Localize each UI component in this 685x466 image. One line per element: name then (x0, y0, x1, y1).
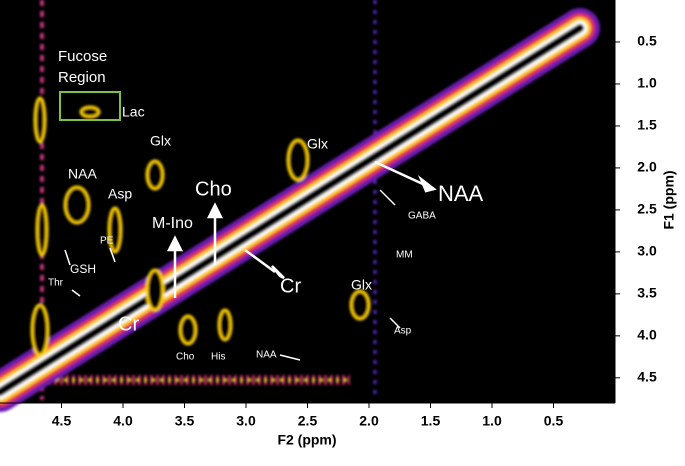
y-tick-label: 3.0 (637, 243, 657, 259)
y-tick-label: 2.5 (637, 201, 657, 217)
x-tick-label: 4.0 (113, 413, 133, 429)
annotation: PE (100, 236, 114, 247)
y-tick-label: 4.5 (637, 369, 657, 385)
annotation: Asp (108, 186, 132, 202)
y-tick-label: 1.0 (637, 75, 657, 91)
y-tick-label: 2.0 (637, 159, 657, 175)
x-tick-label: 0.5 (544, 413, 564, 429)
x-tick-label: 2.5 (298, 413, 318, 429)
annotation: NAA (256, 350, 277, 361)
x-tick-label: 1.0 (482, 413, 502, 429)
annotation: Thr (48, 278, 64, 289)
annotation: GABA (408, 211, 436, 222)
annotation: Lac (122, 104, 145, 120)
annotations: Fucose Region Lac Glx NAA Asp M-Ino Cho … (48, 48, 484, 363)
annotation: Fucose (58, 48, 107, 65)
annotation: NAA (438, 181, 484, 206)
y-axis-label: F1 (ppm) (661, 170, 677, 229)
x-axis-label: F2 (ppm) (277, 432, 336, 448)
y-tick-label: 1.5 (637, 117, 657, 133)
x-tick-label: 4.5 (52, 413, 72, 429)
x-tick-label: 3.5 (175, 413, 195, 429)
annotation: Glx (351, 277, 372, 293)
annotation: NAA (68, 166, 97, 182)
annotation: Cho (176, 352, 195, 363)
annotation: His (211, 352, 225, 363)
y-tick-label: 0.5 (637, 33, 657, 49)
annotation: Glx (307, 136, 328, 152)
annotation: Cr (280, 275, 301, 297)
annotation: GSH (70, 262, 96, 276)
spectrum (0, 0, 600, 412)
x-tick-label: 2.0 (359, 413, 379, 429)
annotation: M-Ino (152, 215, 193, 232)
annotation: Asp (394, 326, 412, 337)
annotation: Cho (195, 178, 232, 200)
region-box (59, 91, 121, 121)
annotation: Region (58, 69, 106, 86)
x-tick-label: 1.5 (421, 413, 441, 429)
annotation: MM (396, 250, 413, 261)
annotation: Glx (150, 133, 171, 149)
y-tick-label: 3.5 (637, 285, 657, 301)
annotation: Cr (118, 313, 139, 335)
arrows (64, 160, 437, 361)
x-tick-label: 3.0 (236, 413, 256, 429)
y-tick-label: 4.0 (637, 327, 657, 343)
axes: F2 (ppm) F1 (ppm) 4.5 4.0 3.5 3.0 2.5 2.0 1.5 1… (51, 32, 677, 448)
